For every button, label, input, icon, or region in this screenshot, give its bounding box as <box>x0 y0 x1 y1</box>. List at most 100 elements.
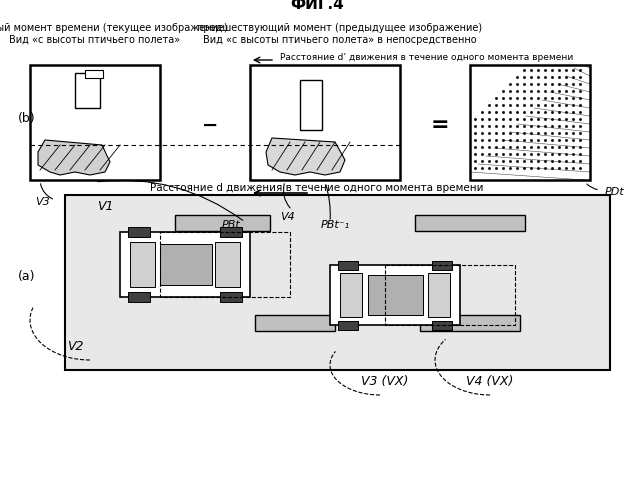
Point <box>547 87 557 95</box>
Point <box>505 87 515 95</box>
Point <box>505 115 515 123</box>
Point <box>498 150 508 158</box>
Point <box>575 94 585 102</box>
Point <box>526 73 536 81</box>
Point <box>547 94 557 102</box>
Text: =: = <box>431 115 450 135</box>
Point <box>526 129 536 137</box>
Point <box>519 150 529 158</box>
Point <box>547 122 557 130</box>
Point <box>547 73 557 81</box>
Text: предшествующий момент (предыдущее изображение): предшествующий момент (предыдущее изобра… <box>197 23 483 33</box>
Polygon shape <box>130 242 155 287</box>
Point <box>519 157 529 165</box>
Point <box>512 108 522 116</box>
Point <box>540 122 550 130</box>
Point <box>547 164 557 172</box>
Text: PBt: PBt <box>221 220 240 230</box>
Point <box>526 66 536 74</box>
Point <box>491 136 501 144</box>
Point <box>526 136 536 144</box>
Point <box>568 94 578 102</box>
Point <box>498 136 508 144</box>
Point <box>498 101 508 109</box>
Point <box>533 94 543 102</box>
Point <box>533 157 543 165</box>
Point <box>575 150 585 158</box>
Point <box>533 66 543 74</box>
Text: PDt: PDt <box>605 187 625 197</box>
Point <box>568 164 578 172</box>
Point <box>477 108 487 116</box>
Point <box>519 73 529 81</box>
Point <box>526 87 536 95</box>
Point <box>505 108 515 116</box>
Point <box>526 94 536 102</box>
Point <box>491 150 501 158</box>
Point <box>547 66 557 74</box>
Point <box>477 150 487 158</box>
Polygon shape <box>470 65 590 180</box>
Point <box>547 115 557 123</box>
Point <box>512 143 522 151</box>
Point <box>568 115 578 123</box>
Point <box>547 80 557 88</box>
Point <box>561 115 571 123</box>
Point <box>547 101 557 109</box>
Point <box>484 150 494 158</box>
Point <box>554 164 564 172</box>
Point <box>554 143 564 151</box>
Point <box>547 150 557 158</box>
Point <box>561 108 571 116</box>
Point <box>533 73 543 81</box>
Point <box>575 122 585 130</box>
Point <box>540 143 550 151</box>
Point <box>512 157 522 165</box>
Polygon shape <box>266 138 345 175</box>
Polygon shape <box>250 65 400 180</box>
Polygon shape <box>220 292 242 302</box>
Point <box>533 87 543 95</box>
Polygon shape <box>340 273 362 317</box>
Point <box>547 143 557 151</box>
Point <box>568 66 578 74</box>
Point <box>519 108 529 116</box>
Point <box>505 150 515 158</box>
Polygon shape <box>368 275 423 315</box>
Point <box>526 143 536 151</box>
Text: Расстояние d’ движения в течение одного момента времени: Расстояние d’ движения в течение одного … <box>280 54 573 62</box>
Point <box>575 129 585 137</box>
Point <box>519 164 529 172</box>
Point <box>568 157 578 165</box>
Point <box>512 94 522 102</box>
Point <box>491 115 501 123</box>
Point <box>505 164 515 172</box>
Point <box>540 108 550 116</box>
Polygon shape <box>300 80 322 130</box>
Point <box>540 87 550 95</box>
Text: в данный момент времени (текущее изображение): в данный момент времени (текущее изображ… <box>0 23 228 33</box>
Point <box>498 108 508 116</box>
Point <box>491 143 501 151</box>
Point <box>470 122 480 130</box>
Text: −: − <box>202 116 218 134</box>
Polygon shape <box>30 65 160 180</box>
Polygon shape <box>255 315 335 331</box>
Polygon shape <box>65 195 610 370</box>
Point <box>526 80 536 88</box>
Point <box>498 129 508 137</box>
Point <box>540 157 550 165</box>
Point <box>505 101 515 109</box>
Point <box>554 136 564 144</box>
Point <box>561 164 571 172</box>
Point <box>512 122 522 130</box>
Point <box>554 87 564 95</box>
Point <box>519 87 529 95</box>
Point <box>505 129 515 137</box>
Point <box>470 129 480 137</box>
Point <box>540 73 550 81</box>
Point <box>491 157 501 165</box>
Point <box>477 164 487 172</box>
Point <box>540 94 550 102</box>
Text: V3 (VX): V3 (VX) <box>361 375 409 388</box>
